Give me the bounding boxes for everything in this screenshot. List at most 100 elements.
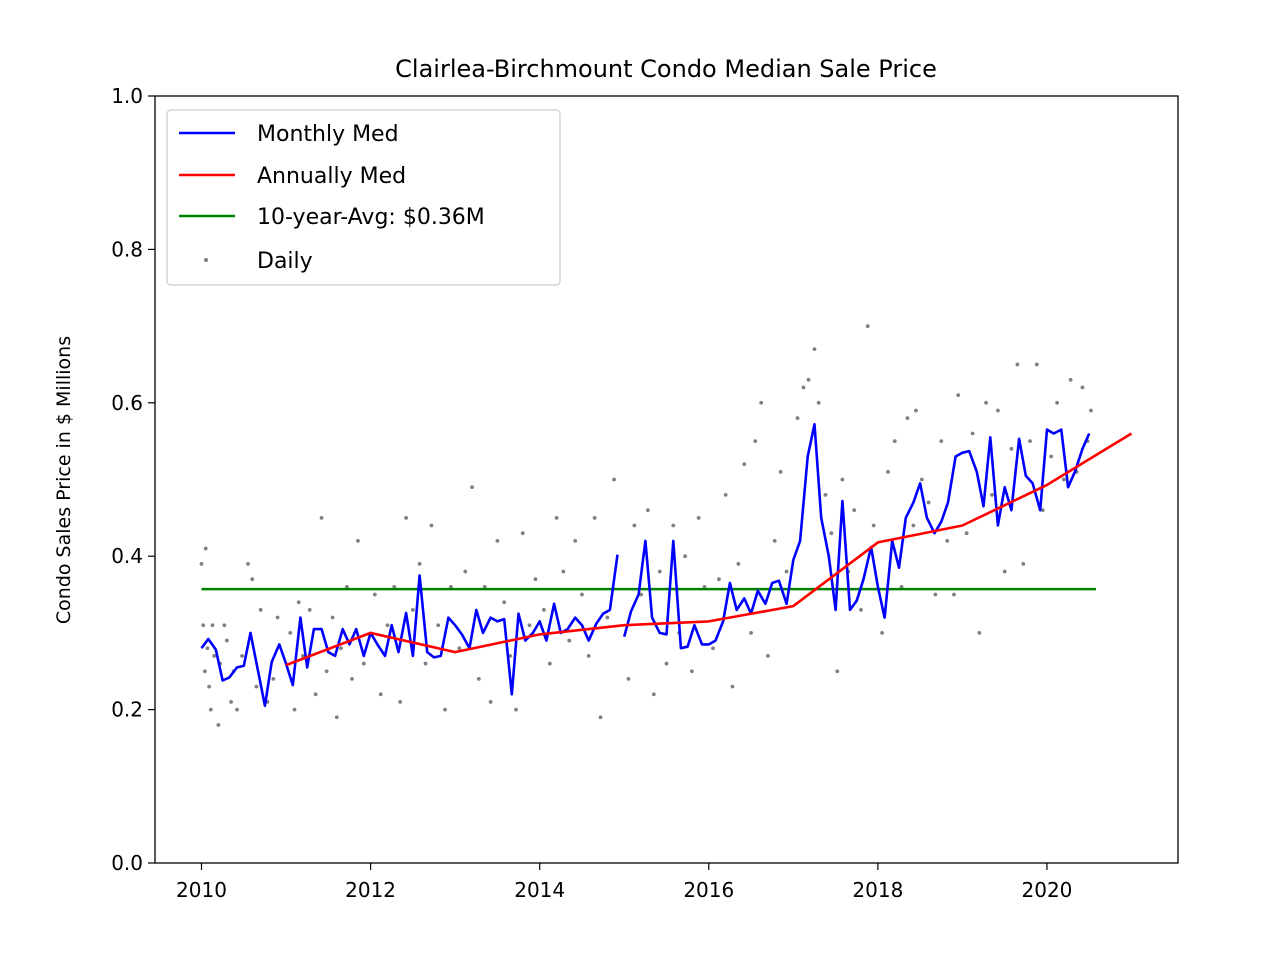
daily-point [345, 584, 349, 589]
daily-point [429, 523, 434, 528]
daily-point [258, 607, 263, 612]
y-tick-label: 0.2 [111, 698, 143, 722]
legend-box [166, 109, 561, 286]
daily-point [404, 515, 408, 520]
daily-point [736, 561, 741, 566]
daily-point [689, 669, 694, 674]
daily-point [250, 577, 255, 582]
daily-point [926, 500, 931, 505]
daily-point [646, 508, 650, 513]
daily-point [210, 623, 215, 628]
daily-point [235, 707, 239, 712]
daily-point [711, 646, 715, 651]
daily-point [301, 654, 305, 658]
daily-point [554, 515, 559, 520]
monthly-median-line [622, 423, 1091, 650]
chart-title: Clairlea-Birchmount Condo Median Sale Pr… [395, 55, 937, 83]
daily-point [956, 393, 961, 398]
daily-point [784, 569, 789, 574]
daily-point [914, 408, 918, 413]
daily-point [350, 677, 354, 681]
daily-point [254, 684, 259, 689]
y-tick-label: 0.0 [111, 851, 143, 875]
daily-point [723, 492, 728, 497]
daily-point [812, 347, 817, 352]
daily-point [319, 515, 324, 520]
daily-point [561, 569, 566, 574]
daily-point [199, 561, 204, 566]
daily-point [1080, 385, 1085, 390]
daily-point [598, 715, 603, 720]
daily-point [651, 692, 656, 697]
daily-point [423, 661, 428, 666]
daily-point [945, 538, 950, 543]
daily-point [202, 669, 207, 674]
daily-point [330, 615, 335, 620]
daily-point [385, 623, 390, 628]
daily-point [1028, 439, 1032, 444]
axes-frame [154, 95, 1179, 864]
daily-point [605, 615, 610, 620]
legend-label: Annually Med [257, 164, 406, 189]
daily-point [984, 400, 988, 405]
daily-point [324, 669, 329, 674]
daily-point [657, 569, 662, 574]
daily-point [533, 577, 538, 582]
daily-point [520, 531, 525, 536]
x-tick-label: 2010 [176, 878, 227, 902]
daily-point [905, 416, 910, 421]
daily-point [586, 654, 591, 658]
daily-point [730, 684, 735, 689]
y-tick-label: 0.8 [111, 237, 143, 261]
daily-point [970, 431, 975, 436]
daily-point [933, 592, 938, 597]
daily-point [639, 592, 644, 597]
daily-point [852, 508, 857, 513]
daily-point [292, 707, 297, 712]
daily-point [288, 631, 293, 635]
legend: Monthly Med Annually Med 10-year-Avg: $0.3… [166, 109, 561, 286]
y-tick-label: 0.6 [111, 391, 143, 415]
daily-point [806, 377, 811, 382]
daily-point [911, 523, 916, 528]
daily-point [502, 600, 507, 605]
daily-point [208, 707, 213, 712]
daily-point [222, 623, 227, 628]
daily-point [1049, 454, 1054, 459]
daily-point [580, 592, 584, 597]
daily-point [996, 408, 1000, 413]
daily-point [476, 677, 481, 681]
daily-point [859, 607, 863, 612]
daily-point [224, 638, 229, 643]
daily-point [470, 485, 474, 490]
daily-point [626, 677, 631, 681]
daily-point [203, 546, 208, 551]
daily-point [372, 592, 377, 597]
daily-point [201, 623, 206, 628]
daily-point [378, 692, 383, 697]
legend-dot-swatch [204, 258, 208, 262]
daily-point [886, 469, 890, 474]
daily-point [899, 584, 904, 589]
legend-label: 10-year-Avg: $0.36M [257, 205, 485, 230]
daily-point [990, 492, 994, 497]
daily-point [207, 684, 212, 689]
daily-point [313, 692, 318, 697]
daily-point [1040, 508, 1045, 513]
daily-point [683, 554, 687, 559]
daily-point [1021, 561, 1026, 566]
daily-point [753, 439, 758, 444]
daily-point [514, 707, 518, 712]
daily-point [398, 700, 403, 704]
daily-point [495, 538, 500, 543]
daily-point [1002, 569, 1007, 574]
daily-point [823, 492, 828, 497]
daily-point [778, 469, 783, 474]
daily-point [212, 654, 217, 658]
y-axis-label: Condo Sales Price in $ Millions [53, 336, 75, 624]
daily-point [457, 646, 462, 651]
daily-point [361, 661, 366, 666]
daily-point [612, 477, 616, 482]
daily-point [977, 631, 982, 635]
daily-point [1089, 408, 1093, 413]
